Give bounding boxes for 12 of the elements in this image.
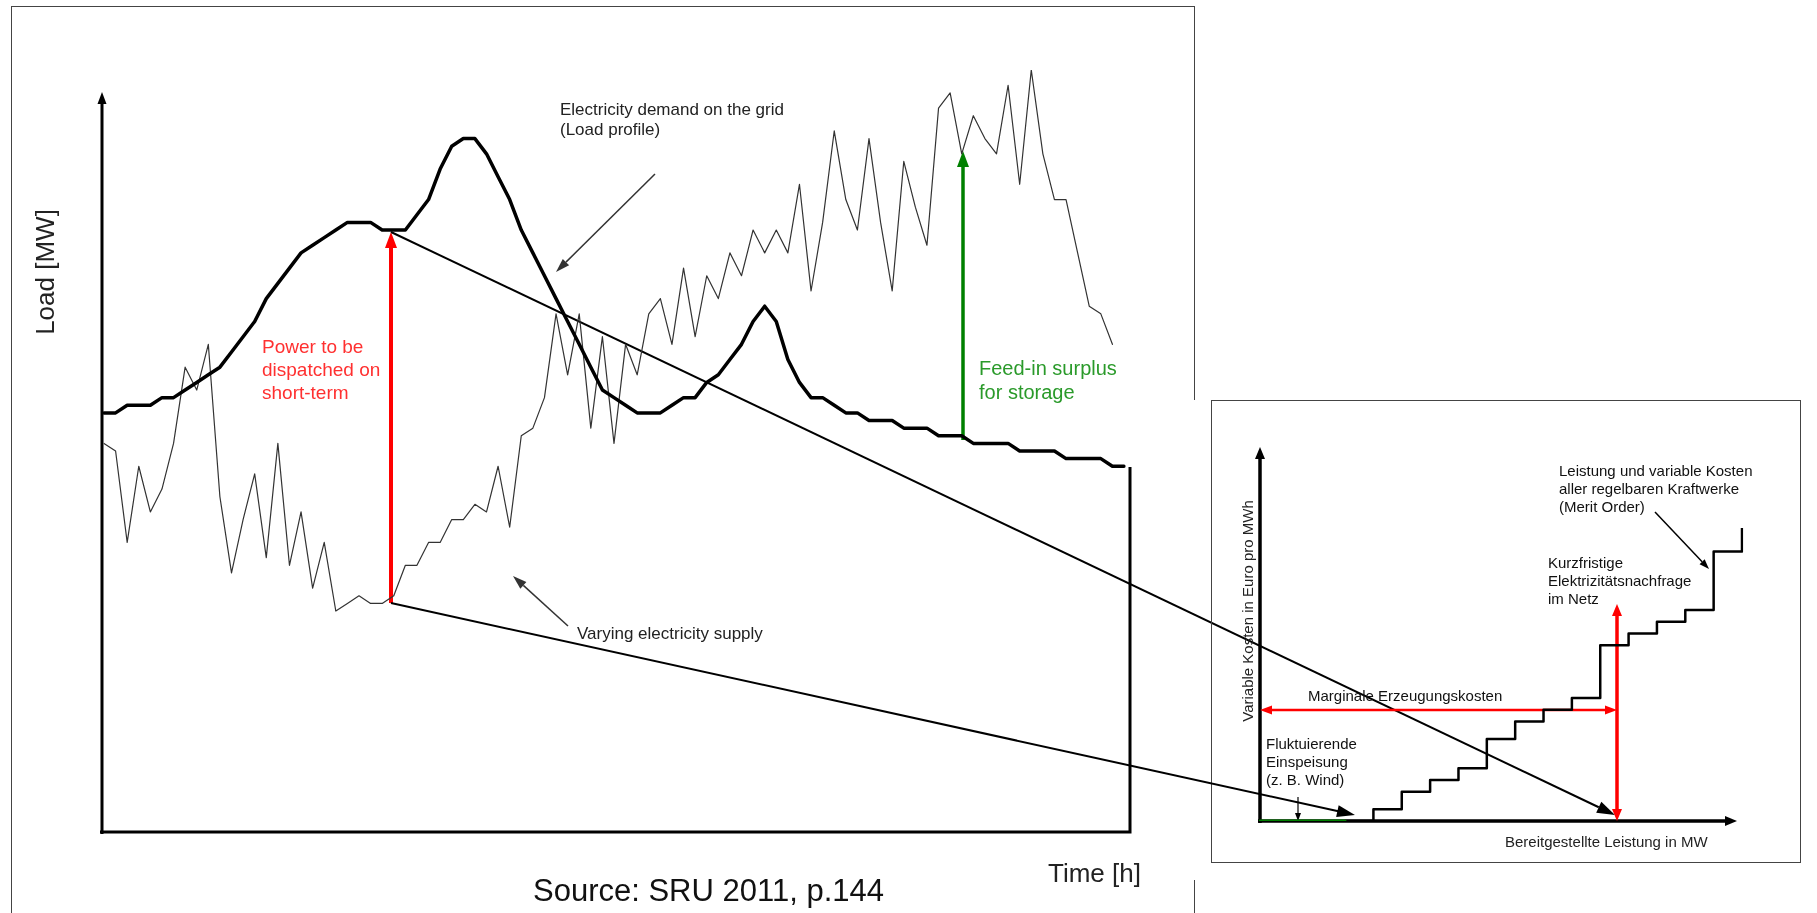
source-note: Source: SRU 2011, p.144: [533, 872, 884, 910]
y-axis-title: Variable Kosten in Euro pro MWh: [1239, 500, 1257, 722]
annotation: Fluktuierende Einspeisung (z. B. Wind): [1266, 735, 1357, 789]
y-axis-title: Load [MW]: [30, 209, 62, 335]
annotation: Kurzfristige Elektrizitätsnachfrage im Netz: [1548, 554, 1692, 608]
annotation: Feed-in surplus for storage: [979, 356, 1117, 404]
annotation: Electricity demand on the grid (Load profile): [560, 100, 784, 141]
annotation: Power to be dispatched on short-term: [262, 336, 381, 405]
x-axis-title: Time [h]: [1048, 858, 1141, 890]
annotation: Varying electricity supply: [577, 624, 763, 645]
x-axis-title: Bereitgestellte Leistung in MW: [1505, 833, 1708, 851]
text: Leistung und variable Kosten aller regelbaren Kraftwerke (Merit Order): [1559, 462, 1753, 516]
